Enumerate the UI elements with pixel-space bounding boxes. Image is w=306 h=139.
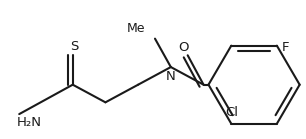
Text: F: F [282,41,289,54]
Text: Cl: Cl [225,106,238,119]
Text: N: N [166,70,176,83]
Text: H₂N: H₂N [17,116,42,129]
Text: O: O [178,41,189,54]
Text: S: S [70,40,79,53]
Text: Me: Me [127,22,145,35]
